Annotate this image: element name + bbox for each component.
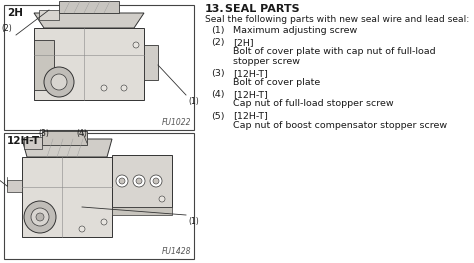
Bar xyxy=(112,207,172,215)
Circle shape xyxy=(136,178,142,184)
Text: (4): (4) xyxy=(211,90,224,99)
Text: (1): (1) xyxy=(188,97,199,106)
Text: (5): (5) xyxy=(211,112,224,121)
Text: 2H: 2H xyxy=(7,8,23,18)
Text: FU1428: FU1428 xyxy=(162,247,191,256)
Circle shape xyxy=(36,213,44,221)
Circle shape xyxy=(101,85,107,91)
Circle shape xyxy=(150,175,162,187)
Bar xyxy=(112,155,172,207)
Text: (4): (4) xyxy=(77,129,87,138)
Text: Seal the following parts with new seal wire and lead seal:: Seal the following parts with new seal w… xyxy=(205,15,469,24)
Circle shape xyxy=(116,175,128,187)
Bar xyxy=(42,131,87,145)
Text: Cap nut of boost compensator stopper screw: Cap nut of boost compensator stopper scr… xyxy=(233,121,447,130)
Circle shape xyxy=(51,74,67,90)
Circle shape xyxy=(79,226,85,232)
Text: [2H]: [2H] xyxy=(233,38,253,47)
Circle shape xyxy=(133,42,139,48)
Bar xyxy=(59,1,119,13)
Text: (2): (2) xyxy=(211,38,224,47)
Bar xyxy=(7,180,22,192)
Text: [12H-T]: [12H-T] xyxy=(233,69,268,78)
Text: (1): (1) xyxy=(188,217,199,226)
Circle shape xyxy=(121,85,127,91)
Polygon shape xyxy=(34,13,144,28)
Text: [12H-T]: [12H-T] xyxy=(233,90,268,99)
Circle shape xyxy=(24,201,56,233)
Circle shape xyxy=(31,208,49,226)
Bar xyxy=(4,133,194,259)
Text: (3): (3) xyxy=(38,129,49,138)
Circle shape xyxy=(133,175,145,187)
Polygon shape xyxy=(22,139,112,157)
Circle shape xyxy=(44,67,74,97)
Circle shape xyxy=(101,219,107,225)
Circle shape xyxy=(153,178,159,184)
Bar xyxy=(34,40,54,90)
Text: 13.: 13. xyxy=(205,4,224,14)
Bar xyxy=(24,137,42,149)
Text: 12H-T: 12H-T xyxy=(7,136,40,146)
Text: [12H-T]: [12H-T] xyxy=(233,112,268,121)
Text: Maximum adjusting screw: Maximum adjusting screw xyxy=(233,26,357,35)
Text: SEAL PARTS: SEAL PARTS xyxy=(225,4,300,14)
Text: Bolt of cover plate: Bolt of cover plate xyxy=(233,78,320,87)
Circle shape xyxy=(159,196,165,202)
Text: Cap nut of full-load stopper screw: Cap nut of full-load stopper screw xyxy=(233,99,393,108)
Text: (3): (3) xyxy=(211,69,224,78)
Text: (1): (1) xyxy=(211,26,224,35)
Text: stopper screw: stopper screw xyxy=(233,57,300,65)
Bar xyxy=(4,5,194,130)
Bar xyxy=(34,28,144,100)
Circle shape xyxy=(119,178,125,184)
Text: FU1022: FU1022 xyxy=(162,118,191,127)
Text: Bolt of cover plate with cap nut of full-load: Bolt of cover plate with cap nut of full… xyxy=(233,47,435,56)
Bar xyxy=(39,10,59,20)
Bar xyxy=(22,157,112,237)
Text: (2): (2) xyxy=(1,24,12,33)
Bar xyxy=(144,45,158,80)
